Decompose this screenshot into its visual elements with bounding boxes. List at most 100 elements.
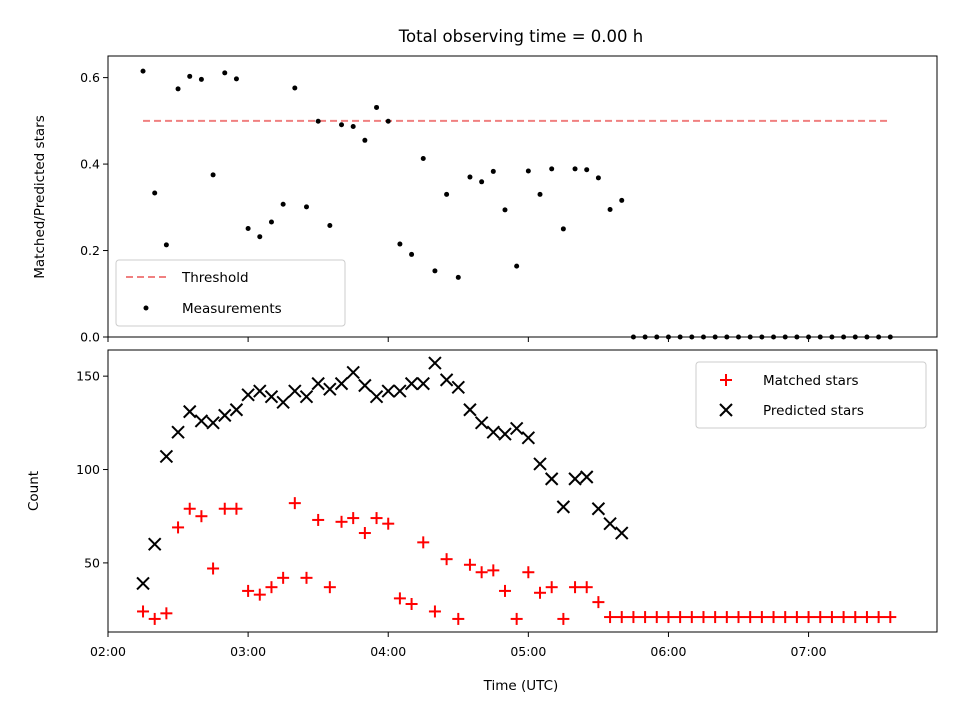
matched-star-point <box>534 586 547 599</box>
measurement-point <box>362 137 368 143</box>
measurement-point <box>455 274 461 280</box>
bottom-y-tick-label: 150 <box>76 369 100 384</box>
measurement-point <box>222 70 228 76</box>
bottom-y-ticks: 50 100 150 <box>76 369 108 570</box>
predicted-star-point <box>404 376 419 391</box>
predicted-star-point <box>159 449 174 464</box>
measurement-point <box>409 251 415 257</box>
legend-matched-swatch <box>720 374 732 386</box>
predicted-star-point <box>299 389 314 404</box>
predicted-star-point <box>568 472 582 486</box>
predicted-star-point <box>136 576 150 591</box>
predicted-star-point <box>474 416 489 430</box>
matched-star-point <box>242 584 255 597</box>
predicted-star-point <box>218 408 232 423</box>
matched-star-point <box>207 562 220 575</box>
matched-star-point <box>405 597 418 610</box>
predicted-star-point <box>393 384 407 398</box>
matched-star-point <box>814 611 827 624</box>
predicted-star-point <box>416 376 430 391</box>
predicted-star-point <box>323 382 337 396</box>
top-legend: Threshold Measurements <box>115 259 346 327</box>
predicted-star-point <box>486 425 501 439</box>
top-subplot: 0.0 0.2 0.4 0.6 Matched/Predicted stars Thr… <box>32 55 938 345</box>
matched-star-point <box>592 596 605 609</box>
legend-threshold-label: Threshold <box>181 270 249 286</box>
matched-star-point <box>183 502 196 515</box>
x-axis-label: Time (UTC) <box>483 678 559 694</box>
measurement-point <box>525 168 531 174</box>
matched-star-point <box>160 607 173 620</box>
matched-star-point <box>755 611 768 624</box>
predicted-star-point <box>253 384 267 398</box>
predicted-star-point <box>147 537 162 551</box>
x-tick-label: 07:00 <box>791 644 827 659</box>
predicted-star-point <box>241 388 255 402</box>
measurement-point <box>595 175 601 181</box>
measurement-point <box>374 104 380 110</box>
bottom-axes-frame <box>107 349 938 633</box>
matched-star-point <box>545 581 558 594</box>
matched-star-point <box>837 611 850 624</box>
matched-star-point <box>709 611 722 624</box>
measurement-point <box>175 86 181 92</box>
top-axes-frame <box>107 55 938 338</box>
matched-star-point <box>779 611 792 624</box>
x-tick-label: 02:00 <box>90 644 126 659</box>
matched-star-point <box>265 581 278 594</box>
predicted-star-point <box>544 472 559 486</box>
chart-title: Total observing time = 0.00 h <box>398 27 643 46</box>
measurement-point <box>444 191 450 197</box>
matched-star-point <box>802 611 815 624</box>
measurement-point <box>584 167 590 173</box>
matched-star-point <box>790 611 803 624</box>
matched-star-point <box>475 566 488 579</box>
matched-star-point <box>463 558 476 571</box>
top-y-tick-label: 0.2 <box>80 243 100 258</box>
predicted-star-point <box>580 470 594 484</box>
matched-star-point <box>639 611 652 624</box>
measurement-point <box>245 225 251 231</box>
matched-star-point <box>498 584 511 597</box>
predicted-star-point <box>521 431 536 445</box>
predicted-star-point <box>346 365 360 380</box>
matched-star-point <box>300 571 313 584</box>
legend-matched-label: Matched stars <box>763 373 859 389</box>
matched-star-point <box>825 611 838 624</box>
bottom-legend-box <box>695 361 927 429</box>
matched-star-point <box>557 612 570 625</box>
matched-star-point <box>627 611 640 624</box>
measurement-point <box>140 68 146 74</box>
matched-star-point <box>428 605 441 618</box>
matched-star-point <box>884 611 897 624</box>
matched-star-point <box>440 553 453 566</box>
measurement-point <box>619 197 625 203</box>
matched-star-point <box>860 611 873 624</box>
legend-measurements-swatch <box>143 305 149 311</box>
measurement-point <box>233 76 239 82</box>
measurement-point <box>280 201 286 207</box>
predicted-star-point <box>451 380 465 395</box>
top-legend-box <box>115 259 346 327</box>
measurement-point <box>572 166 578 172</box>
matched-star-point <box>382 517 395 530</box>
matched-star-point <box>510 612 523 625</box>
measurement-point <box>327 222 333 228</box>
matched-star-point <box>732 611 745 624</box>
bottom-y-tick-label: 100 <box>76 462 100 477</box>
legend-predicted-swatch <box>719 403 733 417</box>
measurement-point <box>514 263 520 269</box>
matched-star-point <box>312 513 325 526</box>
matched-star-point <box>872 611 885 624</box>
x-tick-label: 06:00 <box>650 644 686 659</box>
measurement-point <box>607 206 613 212</box>
measurement-point <box>198 76 204 82</box>
top-y-ticks: 0.0 0.2 0.4 0.6 <box>80 70 108 345</box>
matched-star-point <box>580 581 593 594</box>
top-y-tick-label: 0.6 <box>80 70 100 85</box>
measurement-point <box>420 155 426 161</box>
predicted-star-point <box>591 502 606 516</box>
top-y-tick-label: 0.0 <box>80 330 100 345</box>
matched-star-point <box>685 611 698 624</box>
measurement-point <box>502 207 508 213</box>
